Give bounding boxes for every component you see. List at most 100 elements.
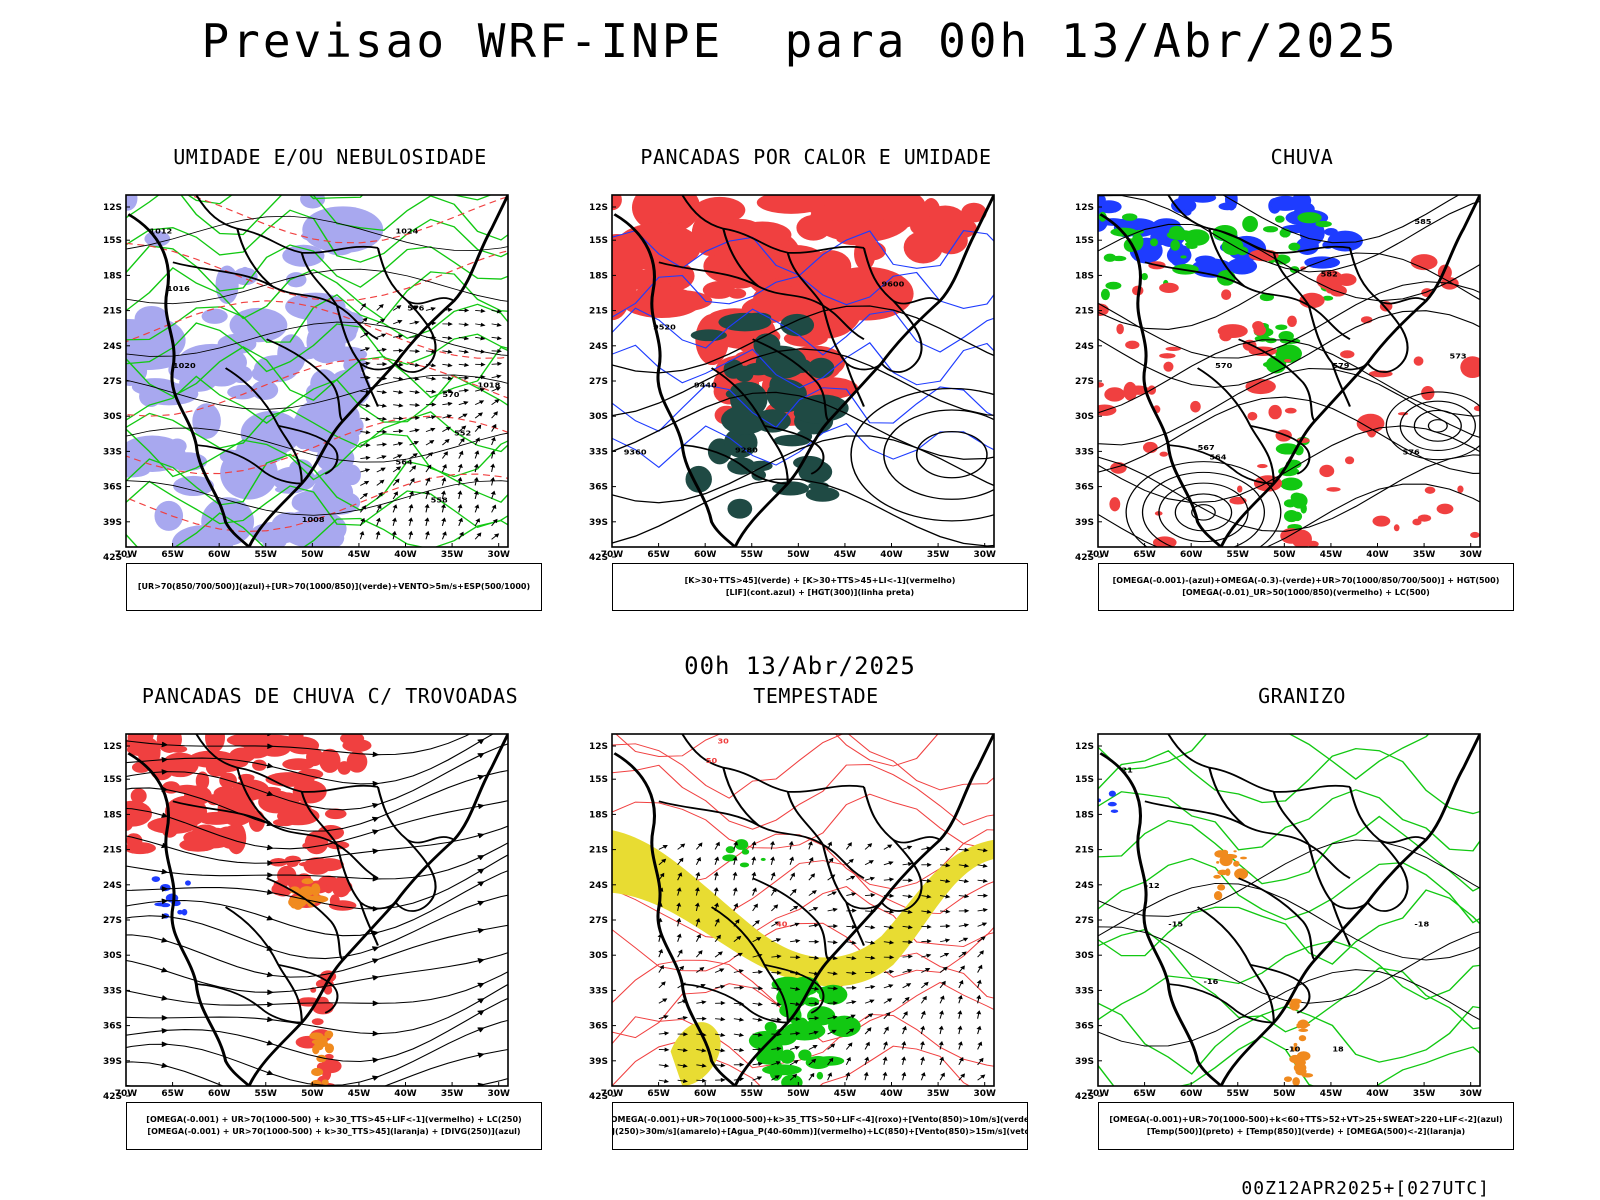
lon-tick-label: 65W [1133,1089,1156,1099]
lat-tick-label: 12S [1075,203,1094,213]
thickness-contours [126,195,508,533]
omega500-orange [1213,849,1249,901]
lon-tick-label: 55W [1227,550,1250,560]
lat-tick-label: 15S [1075,236,1094,246]
contour-label: -10 [1285,1045,1300,1053]
lat-tick-label: 12S [103,203,122,213]
map-panel-umidade: UMIDADE E/OU NEBULOSIDADE 1012 1016 1020 102… [90,145,570,635]
lon-tick-label: 30W [1459,550,1482,560]
lat-tick-label: 18S [589,271,608,281]
lon-tick-label: 45W [348,1089,371,1099]
lat-tick-label: 21S [103,307,122,317]
lat-tick-label: 36S [1075,483,1094,493]
lat-tick-label: 30S [1075,951,1094,961]
contour-label: 570 [442,391,459,399]
lat-tick-label: 36S [103,1022,122,1032]
lon-tick-label: 50W [301,550,324,560]
hail-blue [1098,790,1119,813]
wind850-vectors [657,840,989,1084]
panel-title: UMIDADE E/OU NEBULOSIDADE [173,145,487,169]
legend-line: [UR>70(850/700/500)](azul)+[UR>70(1000/8… [137,582,531,591]
lon-tick-label: 60W [208,550,231,560]
lat-tick-label: 33S [1075,447,1094,457]
lat-tick-label: 21S [1075,846,1094,856]
panel-legend-box: [UR>70(850/700/500)](azul)+[UR>70(1000/8… [126,563,542,611]
lat-tick-label: 30S [103,951,122,961]
contour-label: 21 [1121,766,1132,774]
lon-tick-label: 30W [487,550,510,560]
lon-tick-label: 65W [647,550,670,560]
lon-tick-label: 65W [1133,550,1156,560]
lon-tick-label: 50W [787,1089,810,1099]
lon-tick-label: 70W [115,550,138,560]
jet-stream-fill [670,1022,721,1086]
lon-tick-label: 30W [973,1089,996,1099]
lat-tick-label: 39S [589,1057,608,1067]
lat-tick-label: 33S [1075,986,1094,996]
lon-tick-label: 60W [1180,550,1203,560]
contour-label: 576 [407,304,424,312]
lat-tick-label: 36S [589,483,608,493]
lat-tick-label: 42S [1075,553,1094,563]
country-borders [1099,734,1480,1086]
lat-tick-label: 15S [589,236,608,246]
lat-tick-label: 33S [103,447,122,457]
lon-tick-label: 55W [1227,1089,1250,1099]
lat-tick-label: 15S [1075,775,1094,785]
lon-tick-label: 70W [601,1089,624,1099]
lat-tick-label: 12S [589,742,608,752]
lat-tick-label: 24S [1075,342,1094,352]
lon-tick-label: 55W [741,550,764,560]
instability-red-fill [903,198,987,264]
contour-label: 50 [706,757,717,765]
run-id-footer: 00Z12APR2025+[027UTC] [1241,1178,1490,1199]
forecast-time-subtitle: 00h 13/Abr/2025 [684,652,916,680]
hgt500-contours [1385,391,1480,461]
panel-legend-box: [K>30+TTS>45](verde) + [K>30+TTS>45+LI<-… [612,563,1028,611]
lat-tick-label: 15S [589,775,608,785]
country-borders [1099,195,1480,547]
contour-label: 9600 [882,280,905,288]
contour-label: 570 [1215,362,1232,370]
contour-label: 552 [454,429,471,437]
lon-tick-label: 50W [1273,1089,1296,1099]
lon-tick-label: 35W [927,550,950,560]
panel-legend-box: [OMEGA(-0.001)+UR>70(1000-500)+k<60+TTS>… [1098,1102,1514,1150]
legend-line: [OMEGA(-0.001) + UR>70(1000-500) + k>30_… [146,1115,522,1124]
contour-label: 1008 [302,516,325,524]
contour-labels: 9600 9520 9440 9360 9280 [624,280,905,456]
lat-tick-label: 12S [1075,742,1094,752]
panel-title: CHUVA [1270,145,1334,169]
contour-label: -18 [1414,920,1429,928]
panel-title: TEMPESTADE [753,684,879,708]
contour-label: 564 [396,458,413,466]
contour-label: 9280 [735,446,758,454]
lon-tick-label: 55W [255,1089,278,1099]
contour-label: 40 [776,920,787,928]
lon-tick-label: 40W [1366,1089,1389,1099]
lon-tick-label: 40W [394,1089,417,1099]
lon-tick-label: 70W [1087,550,1110,560]
contour-label: 1012 [149,227,172,235]
panel-title: GRANIZO [1258,684,1346,708]
thunder-red-fill [126,734,372,855]
omega500-orange [1283,998,1314,1086]
lat-tick-label: 27S [103,916,122,926]
lat-tick-label: 36S [589,1022,608,1032]
contour-label: 9440 [694,381,717,389]
lat-tick-label: 24S [103,342,122,352]
contour-label: 18 [1332,1045,1343,1053]
country-borders [127,734,508,1086]
lat-tick-label: 36S [103,483,122,493]
contour-label: -12 [1145,882,1160,890]
lat-tick-label: 15S [103,236,122,246]
lat-tick-label: 42S [589,553,608,563]
lat-tick-label: 39S [103,518,122,528]
lon-tick-label: 70W [1087,1089,1110,1099]
legend-line: [CJ(250)>30m/s](amarelo)+[Agua_P(40-60mm… [612,1127,1028,1136]
lat-tick-label: 27S [589,916,608,926]
contour-label: -16 [1203,978,1218,986]
lat-tick-label: 21S [589,307,608,317]
